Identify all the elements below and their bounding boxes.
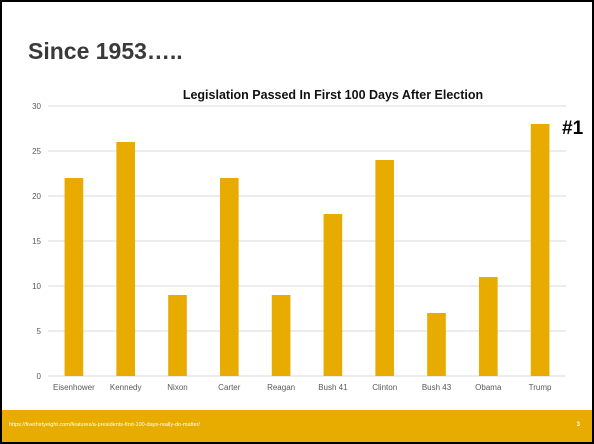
footer-bar: https://fivethirtyeight.com/features/a-p… (2, 410, 592, 442)
y-tick-label: 20 (32, 192, 41, 201)
x-tick-label: Bush 41 (318, 383, 348, 392)
x-tick-label: Reagan (267, 383, 295, 392)
bar (478, 277, 498, 376)
x-tick-label: Bush 43 (422, 383, 452, 392)
bar (168, 295, 187, 376)
y-tick-label: 30 (32, 102, 41, 111)
x-tick-label: Carter (218, 383, 241, 392)
x-tick-label: Nixon (167, 383, 187, 392)
rank-annotation: #1 (562, 118, 584, 139)
bar (219, 178, 239, 376)
x-tick-label: Obama (475, 383, 502, 392)
source-link[interactable]: https://fivethirtyeight.com/features/a-p… (9, 422, 201, 428)
bar (530, 124, 550, 376)
bar (375, 160, 395, 376)
bar (323, 214, 343, 376)
bar (116, 142, 136, 376)
y-tick-label: 0 (37, 372, 42, 381)
y-tick-label: 25 (32, 147, 41, 156)
x-tick-label: Eisenhower (53, 383, 95, 392)
y-tick-label: 5 (37, 327, 42, 336)
bar (271, 295, 291, 376)
x-tick-label: Clinton (372, 383, 397, 392)
x-tick-label: Trump (529, 383, 552, 392)
page-number: 3 (576, 422, 580, 428)
y-tick-label: 15 (32, 237, 41, 246)
bar (427, 313, 446, 376)
x-tick-label: Kennedy (110, 383, 142, 392)
slide-heading: Since 1953….. (28, 38, 183, 64)
chart-title: Legislation Passed In First 100 Days Aft… (182, 88, 484, 102)
y-tick-label: 10 (32, 282, 41, 291)
bar (64, 178, 84, 376)
